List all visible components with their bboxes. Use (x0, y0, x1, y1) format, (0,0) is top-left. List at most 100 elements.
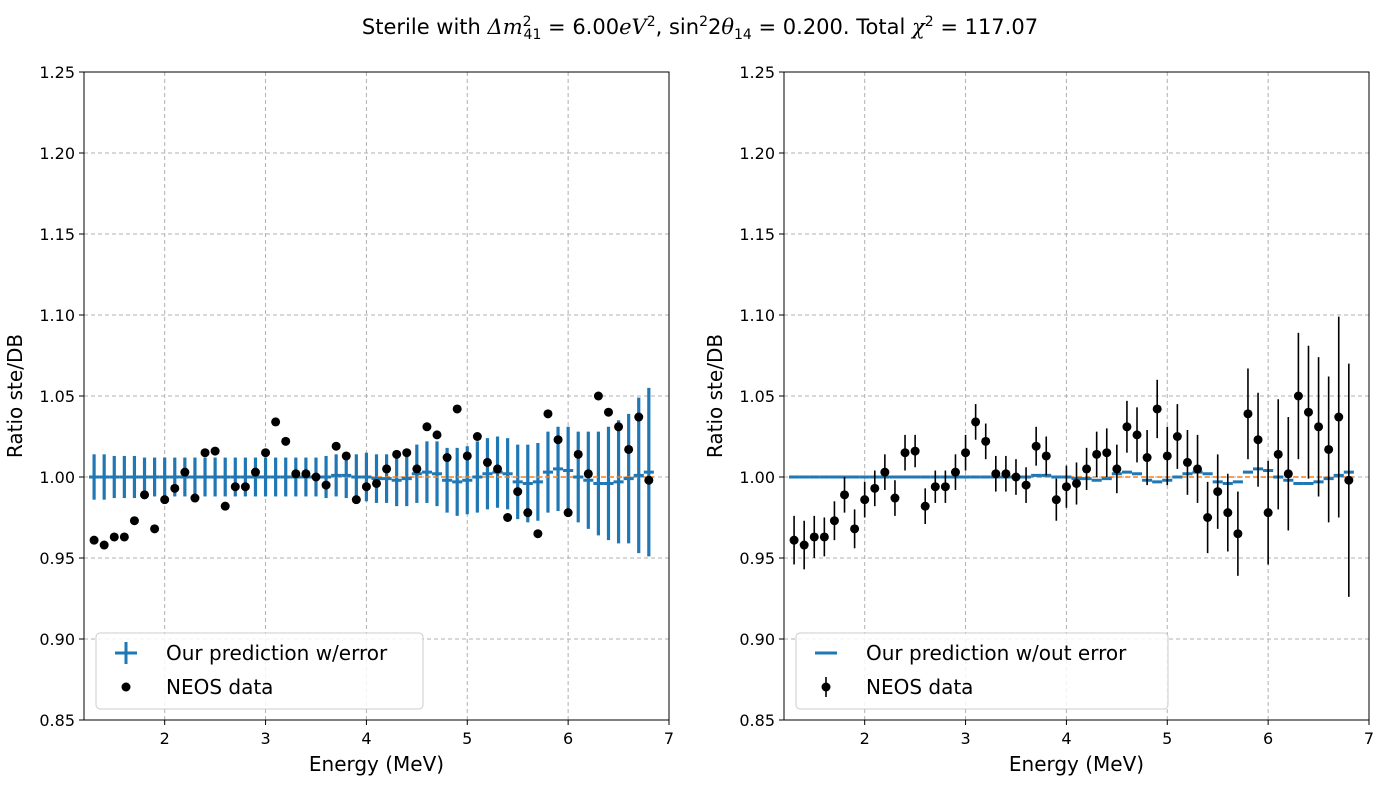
left-data-point-3 (119, 532, 129, 542)
left-data-point-42 (513, 487, 523, 497)
left-data-point-10 (190, 493, 200, 503)
left-data-point-40 (493, 464, 503, 474)
title-dm-unit: eV (619, 15, 647, 39)
left-prediction-errorbars (92, 387, 651, 557)
right-data-point-38 (1172, 432, 1182, 441)
right-data-point-54 (1334, 412, 1344, 422)
left-x-tick-label-4: 6 (563, 729, 573, 748)
right-y-tick-label-6: 1.15 (739, 225, 775, 244)
title-chi-sup: 2 (924, 14, 934, 30)
left-data-point-28 (372, 478, 381, 488)
left-data-point-11 (200, 448, 210, 458)
right-data-point-21 (1001, 469, 1011, 479)
right-data-point-11 (900, 448, 910, 458)
left-data-point-8 (170, 483, 180, 493)
right-data-point-0 (789, 535, 799, 545)
left-data-point-38 (472, 432, 482, 441)
right-legend-box (795, 632, 1169, 710)
left-prediction-steps (89, 467, 654, 485)
right-data-point-55 (1344, 475, 1354, 485)
left-y-axis-label: Ratio ste/DB (3, 334, 27, 458)
left-data-point-15 (240, 482, 250, 492)
left-data-point-2 (109, 532, 119, 542)
title-theta: θ (721, 15, 735, 39)
left-data-point-44 (533, 529, 543, 539)
right-data-point-24 (1031, 441, 1041, 451)
right-data-point-31 (1102, 448, 1112, 458)
right-y-tick-label-8: 1.25 (739, 63, 775, 82)
right-data-point-22 (1011, 472, 1021, 482)
right-data-point-34 (1132, 430, 1142, 440)
right-data-point-12 (910, 446, 920, 456)
right-x-tick-label-1: 3 (960, 729, 970, 748)
left-data-point-43 (523, 508, 533, 518)
left-data-point-21 (301, 469, 311, 479)
left-legend-data-label: NEOS data (166, 675, 273, 699)
right-data-point-50 (1293, 391, 1303, 401)
right-data-point-25 (1041, 451, 1051, 461)
right-data-point-47 (1263, 508, 1273, 518)
left-data-point-25 (341, 451, 351, 461)
right-data-point-33 (1122, 422, 1132, 432)
right-data-point-30 (1092, 449, 1102, 459)
left-data-point-23 (321, 480, 331, 490)
left-legend-box (95, 632, 424, 710)
right-data-point-23 (1021, 480, 1031, 490)
left-data-point-30 (392, 449, 402, 459)
title-chi-value: = 117.07 (933, 15, 1039, 39)
right-data-point-37 (1162, 451, 1172, 461)
left-x-axis-label: Energy (MeV) (309, 752, 444, 776)
title-theta-sub: 14 (734, 27, 752, 44)
right-data-errorbars (793, 316, 1350, 597)
left-data-point-47 (563, 508, 573, 518)
right-data-point-9 (880, 467, 890, 477)
right-y-tick-label-0: 0.85 (739, 711, 775, 730)
right-data-point-45 (1243, 409, 1253, 419)
left-data-point-20 (291, 469, 301, 479)
right-data-point-32 (1112, 464, 1122, 474)
left-data-point-0 (89, 535, 99, 545)
left-data-point-18 (271, 417, 281, 427)
left-data-point-27 (361, 482, 371, 492)
left-data-point-13 (220, 501, 230, 511)
left-data-point-41 (503, 513, 513, 522)
right-data-point-1 (799, 540, 809, 550)
left-data-point-51 (603, 407, 613, 417)
left-data-point-7 (160, 495, 170, 505)
left-data-point-5 (140, 490, 150, 500)
title-dm-symbol: Δm (487, 15, 523, 39)
title-theta-prefix: 2 (707, 15, 722, 39)
left-y-tick-label-0: 0.85 (39, 711, 75, 730)
title-dm-sub: 41 (523, 27, 542, 44)
left-y-tick-label-2: 0.95 (39, 549, 75, 568)
right-data-point-53 (1324, 444, 1334, 454)
left-data-point-12 (210, 446, 220, 456)
right-legend-prediction-label: Our prediction w/out error (866, 641, 1127, 665)
right-data-point-36 (1152, 404, 1162, 414)
left-chart: 2 3 4 5 6 7 0.85 0.90 0.95 1.00 1.05 1.10 1.15 1.20 1.… (3, 63, 674, 776)
right-data-point-7 (860, 495, 870, 505)
right-data-point-6 (850, 524, 860, 534)
right-data-point-2 (809, 532, 819, 542)
right-data-point-8 (870, 483, 880, 493)
left-data-point-4 (129, 516, 139, 526)
right-x-tick-label-0: 2 (860, 729, 870, 748)
title-dm-sup: 2 (522, 14, 532, 30)
left-data-point-6 (150, 524, 160, 534)
left-data-point-39 (482, 457, 492, 467)
title-theta-value: = 0.200. Total (751, 15, 912, 39)
left-data-point-36 (452, 404, 462, 414)
left-data-point-26 (351, 495, 361, 505)
left-data-point-37 (462, 451, 472, 461)
left-y-tick-label-5: 1.10 (39, 306, 75, 325)
right-data-point-26 (1051, 495, 1061, 505)
left-data-point-35 (442, 453, 452, 463)
right-data-points (789, 391, 1354, 550)
left-legend: Our prediction w/error NEOS data (95, 632, 424, 710)
right-legend-data-label: NEOS data (866, 675, 973, 699)
left-data-point-14 (230, 482, 240, 492)
left-data-point-17 (261, 448, 271, 458)
left-data-point-33 (422, 422, 432, 432)
left-data-point-32 (412, 464, 422, 474)
right-data-point-20 (991, 469, 1001, 479)
